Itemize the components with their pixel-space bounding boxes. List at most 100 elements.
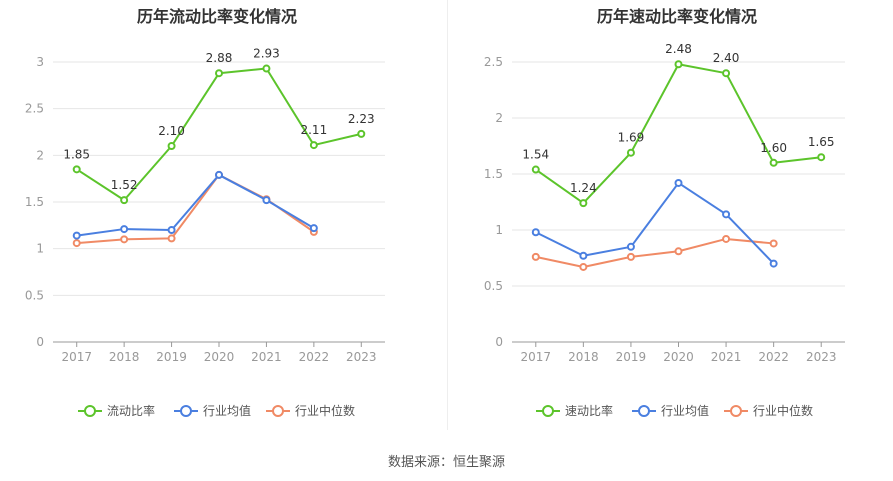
data-point-industry_median <box>72 239 81 248</box>
data-point-company <box>769 158 778 167</box>
legend-label: 行业中位数 <box>295 403 355 418</box>
y-tick-label: 2 <box>36 148 44 162</box>
data-point-company <box>262 64 271 73</box>
legend-circle-marker <box>730 405 742 417</box>
chart-panel-2: 历年速动比率变化情况 0 0.5 1 1.5 2 2.5 2017 2018 2019 2020 20… <box>484 7 845 418</box>
y-tick-label: 1.5 <box>484 167 503 181</box>
data-point-company <box>579 199 588 208</box>
y-tick-label: 1.5 <box>25 195 44 209</box>
data-label: 2.11 <box>300 123 327 137</box>
data-point-industry_avg <box>769 259 778 268</box>
data-point-industry_avg <box>167 226 176 234</box>
legend-label: 行业均值 <box>203 403 251 418</box>
legend-item-industry_avg: 行业均值 <box>632 403 709 418</box>
data-point-industry_median <box>674 247 683 256</box>
data-label: 1.69 <box>618 131 645 145</box>
y-tick-label: 3 <box>36 55 44 69</box>
series-line-industry_avg <box>76 173 315 237</box>
legend-item-company: 速动比率 <box>536 403 613 418</box>
x-tick-label: 2017 <box>521 350 552 364</box>
x-tick-label: 2018 <box>568 350 599 364</box>
x-tick-label: 2023 <box>806 350 837 364</box>
data-point-company <box>120 196 129 205</box>
data-point-industry_avg <box>262 196 271 205</box>
data-point-industry_median <box>769 239 778 248</box>
data-point-industry_avg <box>626 242 635 251</box>
data-point-industry_median <box>722 234 731 243</box>
data-label: 2.48 <box>665 42 692 56</box>
series-line-industry_median <box>535 237 774 268</box>
data-point-company <box>167 142 176 150</box>
data-label: 2.93 <box>253 47 280 61</box>
data-point-industry_avg <box>309 224 318 233</box>
data-label: 2.40 <box>713 51 740 65</box>
legend-item-industry_avg: 行业均值 <box>174 403 251 418</box>
data-label: 2.88 <box>206 51 233 65</box>
x-tick-label: 2020 <box>204 350 235 364</box>
series-line-industry_avg <box>535 181 775 265</box>
data-label: 2.23 <box>348 112 375 126</box>
data-label: 1.54 <box>522 148 549 162</box>
data-label: 1.24 <box>570 181 597 195</box>
legend-item-industry_median: 行业中位数 <box>724 403 813 418</box>
x-tick-label: 2023 <box>346 350 377 364</box>
data-point-industry_median <box>579 262 588 271</box>
data-point-industry_avg <box>120 225 129 234</box>
data-point-industry_avg <box>215 170 223 179</box>
chart-title: 历年速动比率变化情况 <box>597 7 757 26</box>
legend-label: 流动比率 <box>107 403 155 418</box>
legend-circle-marker <box>638 405 650 417</box>
chart-title: 历年流动比率变化情况 <box>137 7 297 26</box>
data-label: 2.10 <box>158 124 185 138</box>
y-tick-label: 2 <box>495 111 503 125</box>
legend-item-company: 流动比率 <box>78 403 155 418</box>
data-label: 1.60 <box>760 141 787 155</box>
data-point-company <box>309 141 318 150</box>
data-label: 1.85 <box>63 147 90 161</box>
y-tick-label: 2.5 <box>484 55 503 69</box>
legend-circle-marker <box>272 405 284 417</box>
x-tick-label: 2019 <box>156 350 187 364</box>
legend-label: 行业均值 <box>661 403 709 418</box>
x-tick-label: 2021 <box>711 350 742 364</box>
y-tick-label: 1 <box>36 242 44 256</box>
data-point-industry_avg <box>72 231 81 240</box>
y-tick-label: 2.5 <box>25 102 44 116</box>
x-tick-label: 2017 <box>61 350 92 364</box>
legend-item-industry_median: 行业中位数 <box>266 403 355 418</box>
y-tick-label: 0 <box>495 335 503 349</box>
data-point-industry_avg <box>531 228 540 237</box>
y-tick-label: 0.5 <box>484 279 503 293</box>
data-point-company <box>357 129 366 138</box>
legend-label: 速动比率 <box>565 403 613 418</box>
y-tick-label: 0.5 <box>25 288 44 302</box>
data-point-company <box>215 69 223 78</box>
panel-divider <box>447 0 448 430</box>
data-point-company <box>531 165 540 174</box>
x-tick-label: 2019 <box>616 350 647 364</box>
x-tick-label: 2018 <box>109 350 140 364</box>
y-tick-label: 0 <box>36 335 44 349</box>
x-tick-label: 2020 <box>663 350 694 364</box>
legend-circle-marker <box>542 405 554 417</box>
data-point-industry_median <box>626 252 635 261</box>
data-point-industry_avg <box>579 251 588 260</box>
data-point-company <box>72 165 81 174</box>
data-point-company <box>722 69 731 78</box>
data-point-company <box>674 60 683 69</box>
data-label: 1.65 <box>808 135 835 149</box>
legend-circle-marker <box>84 405 96 417</box>
legend-circle-marker <box>180 405 192 417</box>
data-point-industry_avg <box>722 210 731 219</box>
data-point-industry_avg <box>674 178 683 187</box>
data-point-industry_median <box>120 235 129 244</box>
data-source-note: 数据来源：恒生聚源 <box>387 455 505 470</box>
x-tick-label: 2022 <box>758 350 789 364</box>
x-tick-label: 2022 <box>299 350 330 364</box>
y-tick-label: 1 <box>495 223 503 237</box>
legend-label: 行业中位数 <box>753 403 813 418</box>
data-label: 1.52 <box>111 178 138 192</box>
data-point-company <box>626 148 635 157</box>
